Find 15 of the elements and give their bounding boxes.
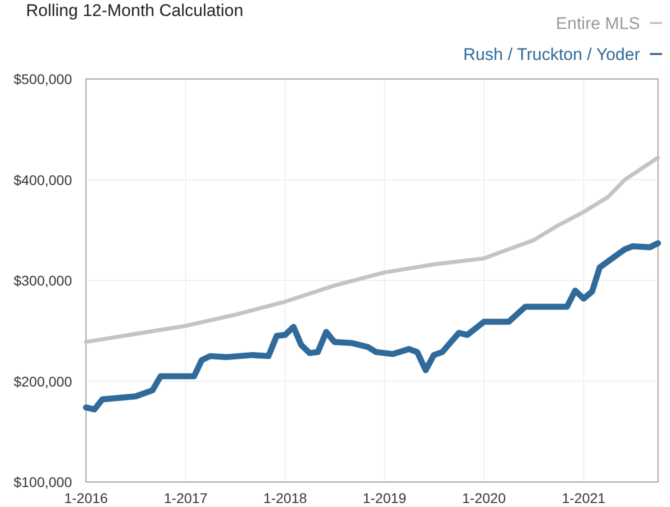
y-tick-label: $100,000	[14, 474, 72, 490]
y-tick-label: $300,000	[14, 272, 72, 288]
x-tick-label: 1-2020	[462, 490, 506, 506]
x-tick-label: 1-2019	[362, 490, 407, 506]
legend-label: Rush / Truckton / Yoder	[463, 45, 640, 64]
y-tick-label: $200,000	[14, 373, 72, 390]
x-tick-label: 1-2021	[562, 490, 606, 506]
x-tick-label: 1-2018	[263, 490, 308, 506]
x-tick-label: 1-2016	[64, 490, 108, 506]
chart-title: Rolling 12-Month Calculation	[26, 1, 244, 20]
x-tick-label: 1-2017	[164, 490, 208, 506]
y-tick-label: $400,000	[14, 172, 72, 188]
y-tick-label: $500,000	[14, 71, 72, 87]
line-series	[84, 156, 660, 344]
legend-label: Entire MLS	[556, 14, 640, 33]
